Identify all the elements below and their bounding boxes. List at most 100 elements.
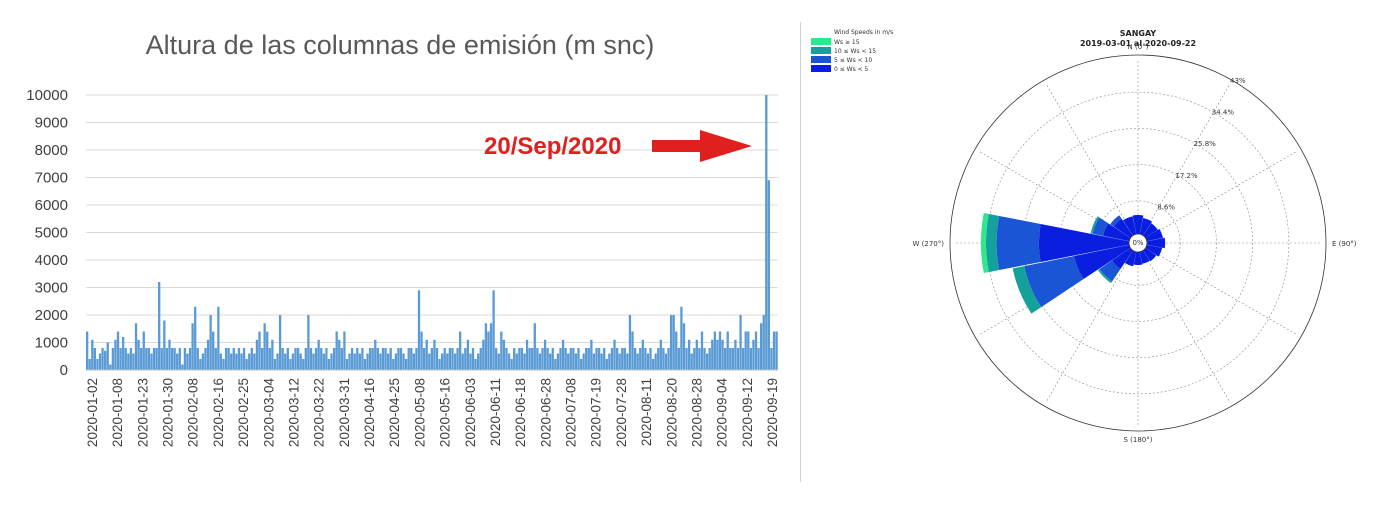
radial-label: 34.4% xyxy=(1212,109,1235,117)
bar xyxy=(705,353,709,370)
wind-sector xyxy=(1143,237,1166,249)
bar xyxy=(564,348,567,370)
wind-sector xyxy=(1122,216,1137,238)
bar xyxy=(703,348,706,370)
bar xyxy=(536,348,539,370)
bar xyxy=(657,348,660,370)
bar xyxy=(196,348,199,370)
bar xyxy=(199,359,202,370)
bar xyxy=(520,348,524,370)
bar xyxy=(500,331,503,370)
bar xyxy=(410,348,413,370)
bar xyxy=(690,353,693,370)
bar xyxy=(224,348,228,370)
bar xyxy=(176,353,179,370)
bar xyxy=(693,348,696,370)
bar xyxy=(474,359,477,370)
bar xyxy=(181,364,184,370)
bar xyxy=(93,348,97,370)
bar xyxy=(194,306,197,370)
bar xyxy=(386,353,390,370)
bar xyxy=(507,353,511,370)
x-tick-label: 2020-04-25 xyxy=(387,378,402,447)
bar xyxy=(232,348,235,370)
bar xyxy=(633,348,637,370)
bar xyxy=(644,348,647,370)
radial-label: 43% xyxy=(1230,77,1246,85)
bar xyxy=(417,290,421,370)
bar xyxy=(273,359,277,370)
bar xyxy=(338,339,341,370)
bar xyxy=(636,353,639,370)
bar xyxy=(420,331,423,370)
bar xyxy=(747,331,750,370)
bar xyxy=(430,348,434,370)
bar xyxy=(626,353,629,370)
bar xyxy=(744,331,747,370)
x-tick-label: 2020-03-22 xyxy=(312,378,327,447)
bar xyxy=(397,348,400,370)
bar xyxy=(394,353,398,370)
bar xyxy=(412,353,416,370)
y-tick-label: 7000 xyxy=(35,170,68,187)
bar xyxy=(726,331,729,370)
legend-label: Ws ≥ 15 xyxy=(834,39,860,46)
y-tick-label: 10000 xyxy=(26,87,68,104)
bar xyxy=(376,348,380,370)
bar xyxy=(623,348,626,370)
bar xyxy=(613,339,616,370)
annotation-arrow xyxy=(652,130,752,162)
bar xyxy=(371,348,374,370)
bar xyxy=(330,353,333,370)
bar xyxy=(101,348,104,370)
bar xyxy=(585,348,588,370)
bar xyxy=(618,353,621,370)
bar xyxy=(348,353,351,370)
center-label: 0% xyxy=(1132,239,1143,247)
legend-title: Wind Speeds in m/s xyxy=(834,29,893,36)
legend-label: 10 ≤ Ws < 15 xyxy=(834,48,876,55)
bar xyxy=(759,323,763,370)
bar xyxy=(605,359,608,370)
x-tick-label: 2020-03-31 xyxy=(337,378,352,447)
bar xyxy=(752,339,755,370)
bar xyxy=(250,348,253,370)
wind-sector xyxy=(980,212,989,274)
bar xyxy=(767,180,771,370)
y-tick-label: 3000 xyxy=(35,280,68,297)
bar xyxy=(600,353,603,370)
bar xyxy=(448,348,452,370)
bar xyxy=(335,331,338,370)
bar xyxy=(459,331,462,370)
bar xyxy=(366,353,369,370)
bar xyxy=(667,348,670,370)
bar xyxy=(212,331,215,370)
x-tick-label: 2020-01-23 xyxy=(135,378,150,447)
bar xyxy=(495,348,498,370)
bar xyxy=(646,353,650,370)
bar xyxy=(551,348,554,370)
bar xyxy=(484,323,488,370)
bar xyxy=(497,353,500,370)
bar xyxy=(590,339,593,370)
bar xyxy=(222,359,225,370)
bar xyxy=(150,353,153,370)
x-tick-label: 2020-08-11 xyxy=(639,378,654,446)
bar xyxy=(325,348,328,370)
bar xyxy=(304,348,307,370)
bar xyxy=(111,348,115,370)
bar xyxy=(201,353,205,370)
bar xyxy=(307,315,310,370)
bar xyxy=(456,348,459,370)
wind-sector xyxy=(1110,215,1122,227)
bar xyxy=(587,348,590,370)
bar xyxy=(698,348,701,370)
direction-label-s: S (180°) xyxy=(1124,436,1153,444)
bar xyxy=(471,348,475,370)
bar xyxy=(567,353,570,370)
bar xyxy=(639,348,642,370)
direction-label-n: N (0°) xyxy=(1128,43,1149,51)
bar xyxy=(662,348,665,370)
wind-sector xyxy=(1113,218,1135,240)
bar xyxy=(152,348,156,370)
